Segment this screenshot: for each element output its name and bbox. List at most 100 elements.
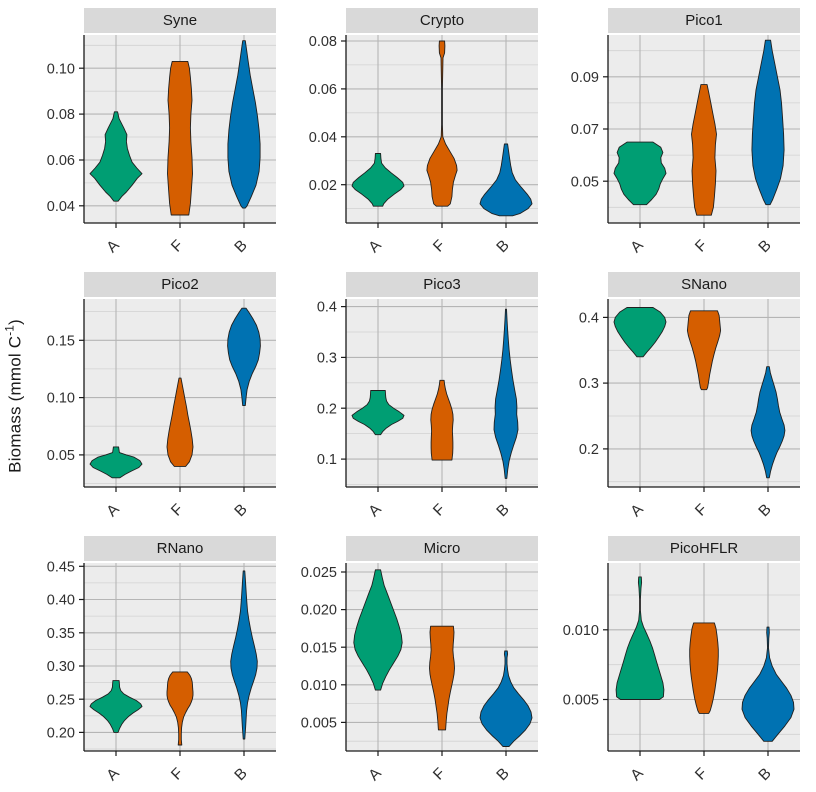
y-axis-title-text: Biomass (mmol C — [5, 335, 25, 473]
violin-b — [479, 143, 533, 217]
facet-title: Pico1 — [685, 12, 723, 29]
y-tick-label: 0.40 — [47, 593, 75, 609]
violin-a — [351, 390, 405, 436]
facet-title: PicoHFLR — [669, 540, 739, 557]
violin-f — [166, 671, 194, 746]
x-tick-label: F — [168, 237, 187, 256]
y-axis-title-superscript: -1 — [4, 325, 17, 336]
violin-f — [166, 377, 194, 467]
violin-a — [613, 141, 667, 206]
x-tick-label: A — [365, 236, 385, 256]
y-tick-label: 0.10 — [47, 391, 75, 407]
x-tick-label: B — [231, 501, 250, 520]
violin-b — [230, 570, 258, 740]
facet-panel: 0.20 0.25 0.30 0.35 0.40 0.45 A F B — [47, 561, 276, 784]
facet-title: RNano — [156, 540, 204, 557]
facet-panel: 0.02 0.04 0.06 0.08 A F B — [309, 34, 538, 256]
x-tick-label: F — [168, 765, 187, 784]
facet-pico1: Pico1 0.05 0.07 0.09 A F B — [554, 0, 816, 264]
facet-title: Pico3 — [423, 276, 461, 293]
y-tick-label: 0.020 — [301, 603, 337, 619]
x-tick-label: F — [430, 501, 449, 520]
x-tick-label: B — [755, 501, 774, 520]
y-tick-label: 0.02 — [309, 178, 337, 194]
facet-strip: Syne — [84, 8, 276, 33]
violin-a — [615, 576, 665, 700]
x-tick-label: A — [103, 236, 123, 256]
violin-a — [89, 680, 143, 733]
facet-strip: PicoHFLR — [608, 536, 800, 561]
x-tick-label: A — [103, 500, 123, 520]
facet-crypto: Crypto 0.02 0.04 0.06 0.08 A F B — [292, 0, 554, 264]
y-tick-label: 0.2 — [579, 442, 599, 458]
y-tick-label: 0.05 — [47, 448, 75, 464]
y-axis-title-close: ) — [5, 319, 25, 326]
facet-title: Syne — [162, 12, 198, 29]
x-tick-label: A — [103, 764, 123, 784]
y-tick-label: 0.07 — [571, 122, 599, 138]
y-tick-label: 0.4 — [579, 310, 599, 326]
y-tick-label: 0.45 — [47, 561, 75, 575]
facet-title: SNano — [681, 276, 727, 293]
x-tick-label: A — [627, 236, 647, 256]
x-tick-label: B — [755, 765, 774, 784]
violin-f — [689, 622, 719, 714]
y-tick-label: 0.05 — [571, 174, 599, 190]
y-tick-label: 0.35 — [47, 626, 75, 642]
x-tick-label: A — [627, 764, 647, 784]
y-tick-label: 0.06 — [309, 82, 337, 98]
facet-panel: 0.1 0.2 0.3 0.4 A F B — [317, 299, 538, 520]
x-tick-label: A — [365, 764, 385, 784]
violin-a — [353, 569, 403, 691]
y-tick-label: 0.010 — [301, 678, 337, 694]
facet-strip: Crypto — [346, 8, 538, 33]
y-tick-label: 0.04 — [309, 130, 337, 146]
violin-a — [351, 153, 405, 207]
facet-snano: SNano 0.2 0.3 0.4 A F B — [554, 264, 816, 528]
facet-title: Micro — [423, 540, 461, 557]
x-tick-label: F — [692, 501, 711, 520]
y-tick-label: 0.08 — [309, 34, 337, 50]
facet-strip: Pico1 — [608, 8, 800, 33]
facet-pico2: Pico2 0.05 0.10 0.15 A F B — [30, 264, 292, 528]
y-tick-label: 0.08 — [47, 107, 75, 123]
violin-b — [741, 626, 795, 742]
x-tick-label: B — [493, 765, 512, 784]
violin-f — [429, 625, 455, 731]
facet-panel: 0.05 0.10 0.15 A F B — [47, 299, 276, 520]
facet-strip: SNano — [608, 272, 800, 297]
violin-b — [751, 39, 785, 206]
y-tick-label: 0.2 — [317, 401, 337, 417]
facet-panel: 0.04 0.06 0.08 0.10 A F B — [47, 35, 276, 256]
facet-strip: Pico3 — [346, 272, 538, 297]
x-tick-label: F — [692, 765, 711, 784]
violin-b — [479, 650, 533, 747]
y-tick-label: 0.06 — [47, 153, 75, 169]
y-tick-label: 0.3 — [579, 376, 599, 392]
violin-a — [89, 446, 143, 479]
y-tick-label: 0.09 — [571, 70, 599, 86]
y-tick-label: 0.25 — [47, 692, 75, 708]
facet-syne: Syne 0.04 0.06 0.08 0.10 A F B — [30, 0, 292, 264]
facet-panel: 0.005 0.010 0.015 0.020 0.025 A F B — [301, 563, 538, 784]
y-tick-label: 0.010 — [563, 623, 599, 639]
violin-f — [691, 84, 717, 216]
violin-f — [426, 40, 458, 207]
violin-a — [613, 307, 667, 358]
facet-rnano: RNano 0.20 0.25 0.30 0.35 0.40 0.45 A F B — [30, 528, 292, 792]
y-tick-label: 0.04 — [47, 199, 75, 215]
facet-micro: Micro 0.005 0.010 0.015 0.020 0.025 A F B — [292, 528, 554, 792]
y-tick-label: 0.1 — [317, 452, 337, 468]
y-tick-label: 0.4 — [317, 300, 337, 316]
y-tick-label: 0.30 — [47, 659, 75, 675]
x-tick-label: A — [627, 500, 647, 520]
violin-f — [430, 379, 454, 461]
facet-panel: 0.005 0.010 A F B — [563, 563, 800, 784]
x-tick-label: B — [755, 237, 774, 256]
y-axis-title-column: Biomass (mmol C-1) — [0, 0, 30, 792]
facet-picohflr: PicoHFLR 0.005 0.010 A F B — [554, 528, 816, 792]
x-tick-label: B — [493, 501, 512, 520]
x-tick-label: F — [692, 237, 711, 256]
facet-strip: Pico2 — [84, 272, 276, 297]
